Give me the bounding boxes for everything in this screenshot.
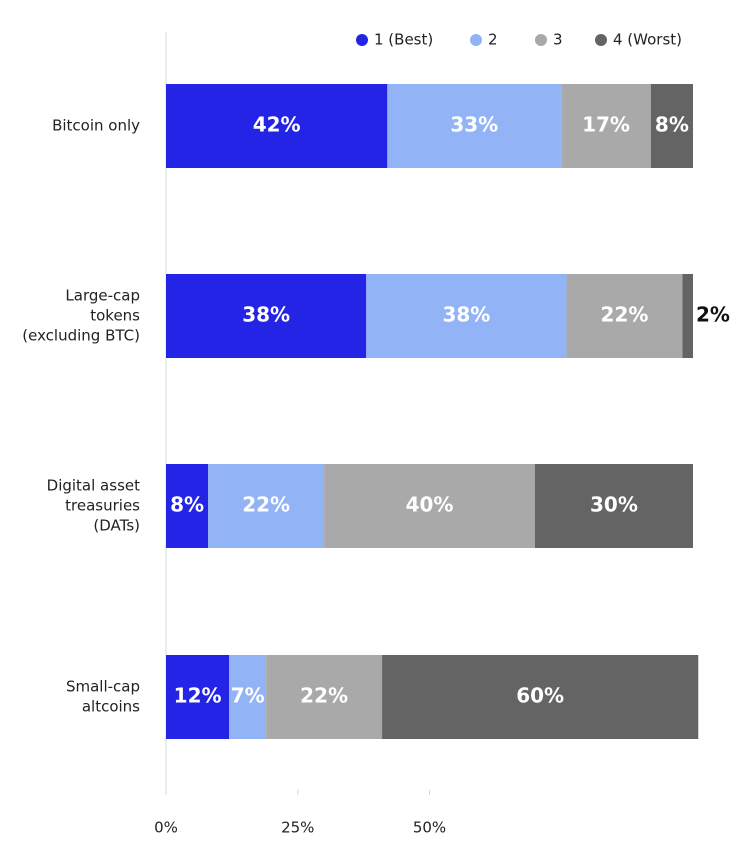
x-tick-label: 50%	[413, 819, 446, 837]
value-label: 38%	[442, 303, 490, 327]
category-label: Small-cap	[66, 678, 140, 696]
bar-segment	[382, 655, 699, 739]
legend-label: 2	[488, 31, 498, 49]
value-label: 17%	[582, 113, 630, 137]
bar-segment	[166, 84, 388, 168]
x-tick-label: 0%	[154, 819, 178, 837]
bar-segment	[682, 274, 693, 358]
bar-segment	[266, 655, 383, 739]
legend-label: 3	[553, 31, 563, 49]
bar-segment	[650, 84, 693, 168]
legend-marker	[595, 34, 607, 46]
category-label: Digital asset	[47, 477, 140, 495]
legend-label: 4 (Worst)	[613, 31, 682, 49]
bar-segment	[166, 464, 209, 548]
legend-label: 1 (Best)	[374, 31, 433, 49]
category-label: Bitcoin only	[52, 117, 140, 135]
value-label: 22%	[242, 493, 290, 517]
bar-segment	[566, 274, 683, 358]
bar-segment	[166, 274, 367, 358]
legend-marker	[535, 34, 547, 46]
bar-segment	[208, 464, 325, 548]
bar-segment	[166, 655, 230, 739]
bar-segment	[561, 84, 651, 168]
value-label: 40%	[406, 493, 454, 517]
bar-segment	[366, 274, 567, 358]
value-label: 8%	[170, 493, 204, 517]
legend-marker	[470, 34, 482, 46]
legend-marker	[356, 34, 368, 46]
value-label: 22%	[300, 684, 348, 708]
category-label: treasuries	[65, 497, 140, 515]
value-label: 30%	[590, 493, 638, 517]
bar-segment	[324, 464, 535, 548]
value-label: 38%	[242, 303, 290, 327]
value-label: 42%	[253, 113, 301, 137]
value-label: 7%	[231, 684, 265, 708]
category-label: Large-cap	[65, 287, 140, 305]
value-label: 2%	[696, 303, 730, 327]
category-label: (DATs)	[93, 517, 140, 535]
value-label: 60%	[516, 684, 564, 708]
x-tick-label: 25%	[281, 819, 314, 837]
value-label: 8%	[655, 113, 689, 137]
category-label: altcoins	[82, 698, 140, 716]
bar-segment	[534, 464, 693, 548]
value-label: 22%	[601, 303, 649, 327]
value-label: 12%	[174, 684, 222, 708]
bar-segment	[387, 84, 562, 168]
value-label: 33%	[450, 113, 498, 137]
category-label: (excluding BTC)	[22, 327, 140, 345]
category-label: tokens	[90, 307, 140, 325]
bar-segment	[229, 655, 267, 739]
